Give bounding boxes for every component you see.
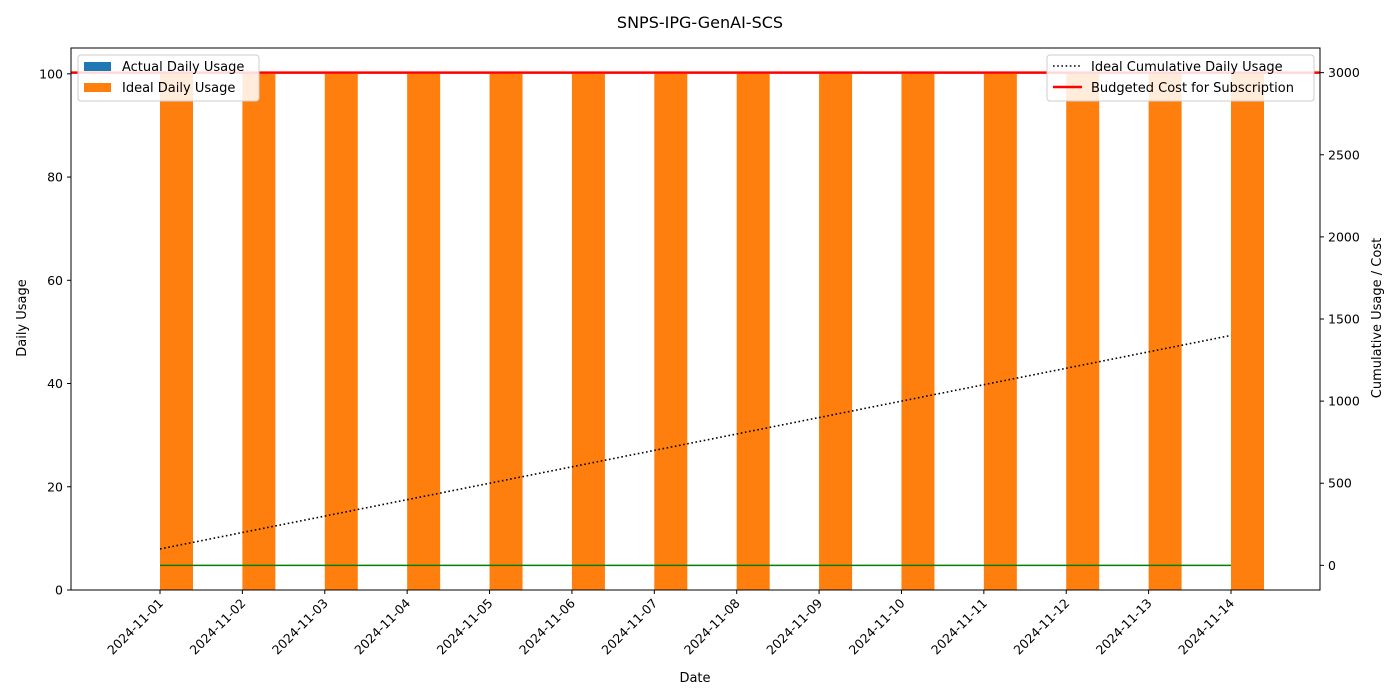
legend-swatch: [84, 62, 111, 71]
y-tick-label-right: 500: [1328, 476, 1352, 491]
ideal-usage-bar: [654, 73, 688, 591]
ideal-usage-bar: [736, 73, 770, 591]
ideal-usage-bar: [819, 73, 853, 591]
legend-left: Actual Daily Usage Ideal Daily Usage: [77, 54, 260, 102]
ideal-usage-bar: [983, 73, 1017, 591]
ideal-usage-bar: [1148, 73, 1182, 591]
y-tick-label-right: 2500: [1328, 147, 1360, 162]
ideal-usage-bar: [160, 73, 193, 591]
y-tick-label-left: 20: [47, 479, 63, 494]
x-tick-label: 2024-11-05: [434, 596, 496, 658]
chart-title: SNPS-IPG-GenAI-SCS: [617, 13, 783, 32]
ideal-usage-bar: [1066, 73, 1100, 591]
y-tick-label-left: 40: [47, 376, 63, 391]
x-tick-label: 2024-11-04: [351, 595, 413, 657]
ideal-usage-bar: [901, 73, 935, 591]
y-tick-label-left: 80: [47, 170, 63, 185]
y-tick-label-right: 3000: [1328, 65, 1360, 80]
ideal-usage-bar: [324, 73, 358, 591]
y-tick-label-left: 60: [47, 273, 63, 288]
x-tick-label: 2024-11-07: [598, 596, 660, 658]
x-tick-label: 2024-11-12: [1010, 596, 1072, 658]
legend-frame: [77, 54, 260, 102]
legend-label: Ideal Daily Usage: [122, 81, 235, 96]
legend-label: Actual Daily Usage: [122, 60, 244, 75]
x-tick-label: 2024-11-13: [1093, 596, 1155, 658]
legend-right: Ideal Cumulative Daily Usage Budgeted Cos…: [1046, 54, 1315, 102]
y-tick-label-right: 1000: [1328, 394, 1360, 409]
legend-label: Budgeted Cost for Subscription: [1091, 81, 1294, 96]
ideal-cumulative-line: [159, 334, 1232, 550]
legend-swatch: [84, 83, 111, 92]
ideal-usage-bar: [407, 73, 441, 591]
x-tick-label: 2024-11-11: [928, 596, 990, 658]
x-tick-label: 2024-11-08: [681, 595, 743, 657]
y-axis-label-right: Cumulative Usage / Cost: [1370, 238, 1385, 398]
ideal-usage-bar: [489, 73, 523, 591]
ideal-usage-bar: [571, 73, 605, 591]
legend-frame: [1046, 54, 1315, 102]
x-tick-label: 2024-11-01: [104, 596, 166, 658]
legend-label: Ideal Cumulative Daily Usage: [1091, 60, 1283, 75]
x-tick-label: 2024-11-06: [516, 595, 578, 657]
y-tick-label-right: 1500: [1328, 312, 1360, 327]
plot-area: [71, 71, 1320, 591]
x-tick-label: 2024-11-10: [846, 595, 908, 657]
y-tick-label-left: 100: [39, 66, 63, 81]
x-tick-label: 2024-11-03: [269, 596, 331, 658]
y-tick-label-right: 2000: [1328, 229, 1360, 244]
ideal-usage-bar: [1231, 73, 1264, 591]
x-tick-label: 2024-11-14: [1175, 595, 1237, 657]
x-tick-label: 2024-11-02: [187, 596, 249, 658]
ideal-usage-bar: [242, 73, 276, 591]
y-tick-label-left: 0: [55, 583, 63, 598]
y-tick-label-right: 0: [1328, 558, 1336, 573]
x-tick-label: 2024-11-09: [763, 595, 825, 657]
y-axis-label-left: Daily Usage: [15, 279, 30, 357]
x-axis-label: Date: [679, 671, 710, 686]
